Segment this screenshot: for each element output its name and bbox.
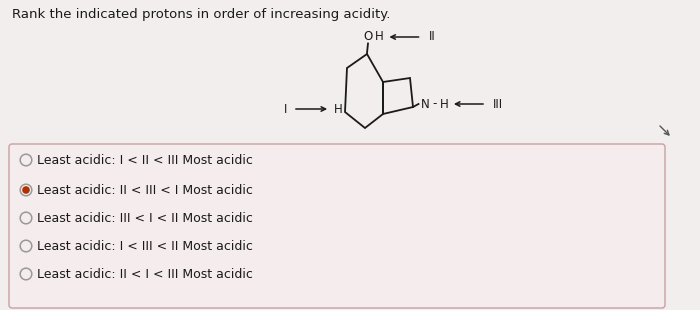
Text: II: II <box>428 30 435 43</box>
Text: I: I <box>284 103 287 116</box>
Text: N: N <box>421 98 429 110</box>
Text: Least acidic: I < II < III Most acidic: Least acidic: I < II < III Most acidic <box>37 153 253 166</box>
FancyBboxPatch shape <box>9 144 665 308</box>
Text: Least acidic: II < III < I Most acidic: Least acidic: II < III < I Most acidic <box>37 184 253 197</box>
Text: Rank the indicated protons in order of increasing acidity.: Rank the indicated protons in order of i… <box>12 8 391 21</box>
Text: H: H <box>375 30 384 43</box>
Text: H: H <box>440 98 449 110</box>
Text: H: H <box>334 103 342 116</box>
Text: -: - <box>433 98 438 110</box>
Text: Least acidic: I < III < II Most acidic: Least acidic: I < III < II Most acidic <box>37 240 253 253</box>
Circle shape <box>22 186 30 194</box>
Text: O: O <box>363 30 372 43</box>
Text: Least acidic: II < I < III Most acidic: Least acidic: II < I < III Most acidic <box>37 268 253 281</box>
Text: III: III <box>493 98 503 110</box>
Text: Least acidic: III < I < II Most acidic: Least acidic: III < I < II Most acidic <box>37 211 253 224</box>
